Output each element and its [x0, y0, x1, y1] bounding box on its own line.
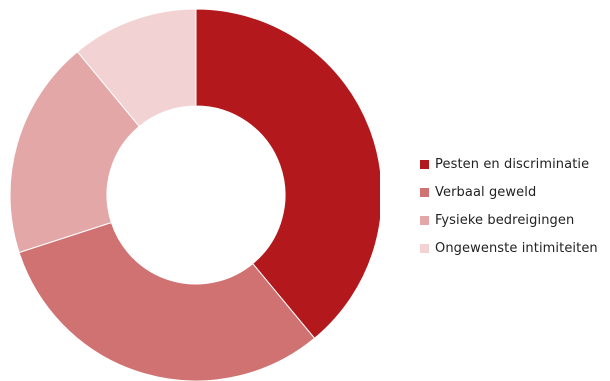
donut-chart [9, 8, 380, 381]
legend-swatch-intimiteiten [420, 243, 429, 253]
legend-swatch-fysiek [420, 215, 429, 225]
donut-slices [9, 8, 380, 381]
legend-label-intimiteiten: Ongewenste intimiteiten [435, 240, 598, 256]
legend-item-fysiek: Fysieke bedreigingen [420, 211, 598, 229]
donut-slice-intimiteiten [76, 8, 197, 128]
chart-legend: Pesten en discriminatie Verbaal geweld F… [420, 155, 598, 257]
legend-label-pesten: Pesten en discriminatie [435, 156, 590, 172]
legend-label-fysiek: Fysieke bedreigingen [435, 212, 575, 228]
donut-slice-verbaal [18, 221, 316, 381]
legend-swatch-pesten [420, 159, 429, 169]
legend-item-intimiteiten: Ongewenste intimiteiten [420, 239, 598, 257]
legend-item-verbaal: Verbaal geweld [420, 183, 598, 201]
donut-slice-fysiek [9, 50, 140, 254]
donut-slice-pesten [195, 8, 380, 340]
legend-swatch-verbaal [420, 187, 429, 197]
legend-item-pesten: Pesten en discriminatie [420, 155, 598, 173]
legend-label-verbaal: Verbaal geweld [435, 184, 537, 200]
